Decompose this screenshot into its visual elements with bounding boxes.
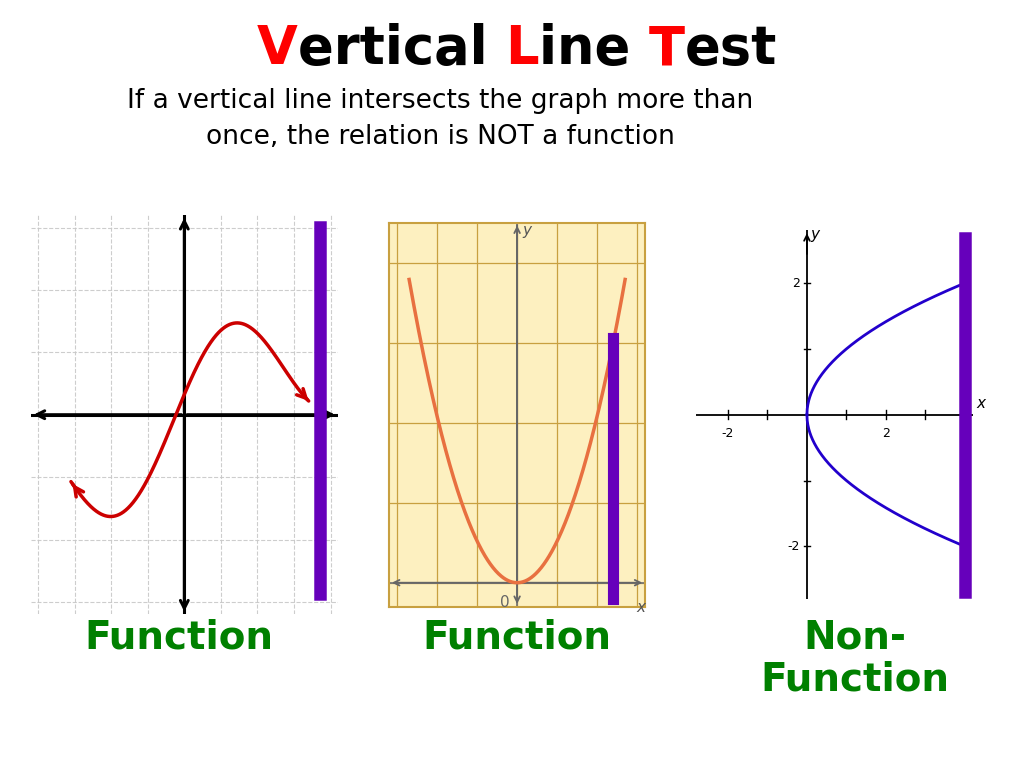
Text: Function: Function [423, 618, 611, 656]
Text: 2: 2 [792, 276, 800, 290]
Text: T: T [649, 23, 685, 75]
Text: x: x [977, 396, 986, 412]
Text: -2: -2 [787, 540, 800, 553]
Text: ine: ine [540, 23, 649, 75]
Text: ertical: ertical [298, 23, 506, 75]
Text: est: est [685, 23, 777, 75]
Text: L: L [506, 23, 540, 75]
Text: -2: -2 [722, 426, 734, 439]
Text: Non-
Function: Non- Function [761, 618, 949, 699]
Text: y: y [522, 223, 530, 238]
Text: 0: 0 [501, 594, 510, 610]
Text: 2: 2 [882, 426, 890, 439]
Text: V: V [257, 23, 298, 75]
Text: x: x [636, 601, 645, 615]
Text: y: y [811, 227, 820, 242]
Text: Function: Function [85, 618, 273, 656]
Text: If a vertical line intersects the graph more than
once, the relation is NOT a fu: If a vertical line intersects the graph … [127, 88, 754, 151]
